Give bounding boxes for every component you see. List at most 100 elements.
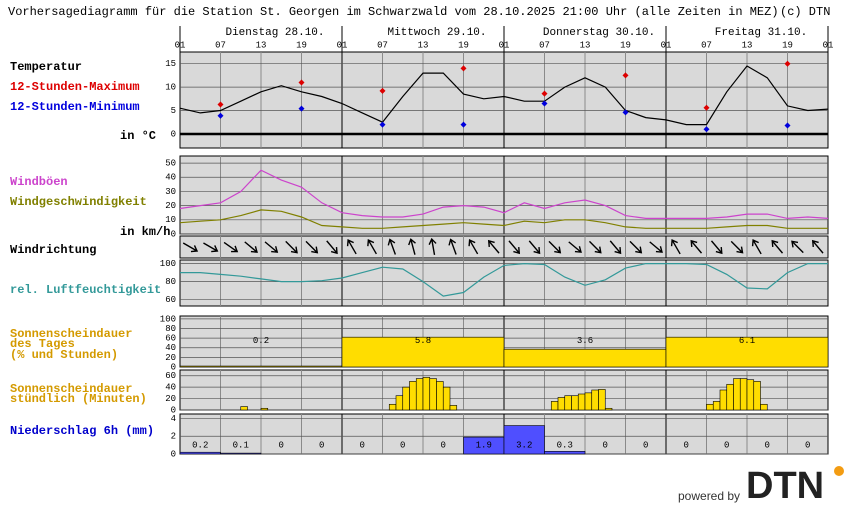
extreme-marker: [460, 121, 467, 128]
logo-dot: [834, 466, 844, 476]
bar-value-label: 0.2: [192, 440, 208, 450]
wind-arrow: [629, 240, 643, 254]
bar: [577, 393, 586, 411]
wind-arrow: [588, 240, 602, 254]
y-tick-label: 0: [171, 129, 176, 139]
y-tick-label: 0: [171, 229, 176, 239]
bar: [564, 395, 572, 411]
wind-arrow: [326, 240, 338, 255]
wind-arrow: [408, 238, 416, 255]
panel-label: Sonnenscheindauer: [10, 382, 132, 396]
extreme-marker: [703, 126, 710, 133]
extreme-marker: [379, 121, 386, 128]
wind-arrow: [730, 240, 744, 254]
hour-tick-label: 19: [782, 40, 793, 50]
wind-arrow: [244, 241, 258, 253]
bar-value-label: 0: [643, 440, 648, 450]
bar: [341, 336, 505, 368]
wind-arrow: [811, 239, 824, 254]
bar: [760, 403, 768, 411]
wind-arrow: [367, 239, 377, 255]
hour-tick-label: 19: [296, 40, 307, 50]
y-tick-label: 60: [165, 371, 176, 381]
bar: [260, 407, 269, 411]
y-tick-label: 10: [165, 215, 176, 225]
bar: [733, 378, 741, 411]
sunshine-hours-label: 5.8: [415, 336, 431, 346]
hour-tick-label: 13: [580, 40, 591, 50]
extreme-marker: [217, 112, 224, 119]
y-tick-label: 40: [165, 343, 176, 353]
extreme-marker: [703, 104, 710, 111]
panel-label: des Tages: [10, 337, 75, 351]
wind-arrow: [428, 237, 437, 256]
y-tick-label: 100: [160, 314, 176, 324]
sunshine-hours-label: 0.2: [253, 336, 269, 346]
series-line: [179, 169, 829, 220]
bar-value-label: 0: [684, 440, 689, 450]
wind-arrow: [649, 241, 663, 253]
wind-arrow: [223, 241, 239, 253]
wind-arrow: [710, 240, 723, 255]
y-tick-label: 4: [171, 414, 176, 424]
bar: [240, 406, 248, 411]
wind-arrow: [448, 238, 457, 255]
y-tick-label: 60: [165, 334, 176, 344]
y-tick-label: 15: [165, 59, 176, 69]
y-tick-label: 100: [160, 259, 176, 269]
bar-value-label: 0: [765, 440, 770, 450]
panel-label: 12-Stunden-Maximum: [10, 80, 140, 94]
bar: [706, 403, 714, 411]
wind-arrow: [387, 238, 397, 255]
hour-tick-label: 07: [215, 40, 226, 50]
extreme-marker: [217, 101, 224, 108]
powered-by: powered by: [678, 489, 740, 503]
bar: [544, 451, 586, 455]
bar: [503, 348, 667, 368]
bar: [442, 386, 451, 411]
panel-label: in °C: [120, 129, 156, 143]
bar: [415, 378, 424, 411]
bar: [604, 407, 613, 411]
y-tick-label: 30: [165, 187, 176, 197]
y-tick-label: 80: [165, 277, 176, 287]
y-tick-label: 0: [171, 362, 176, 372]
wind-arrow: [305, 240, 319, 254]
panel-label: 12-Stunden-Minimum: [10, 100, 140, 114]
wind-arrow: [528, 240, 541, 255]
bar: [409, 381, 417, 411]
panel-label: Temperatur: [10, 60, 82, 74]
bar-value-label: 0: [805, 440, 810, 450]
bar-value-label: 0: [724, 440, 729, 450]
day-label: Freitag 31.10.: [715, 27, 807, 39]
y-tick-label: 0: [171, 405, 176, 415]
bar-value-label: 0: [441, 440, 446, 450]
bar: [179, 451, 221, 455]
y-tick-label: 60: [165, 295, 176, 305]
bar: [665, 336, 829, 368]
bar-value-label: 0: [400, 440, 405, 450]
y-tick-label: 20: [165, 353, 176, 363]
wind-arrow: [468, 239, 479, 255]
y-tick-label: 10: [165, 82, 176, 92]
hour-tick-label: 13: [742, 40, 753, 50]
wind-arrow: [568, 241, 582, 253]
bar: [591, 389, 599, 411]
wind-arrow: [203, 242, 219, 253]
day-label: Mittwoch 29.10.: [387, 27, 486, 39]
y-tick-label: 40: [165, 383, 176, 393]
y-tick-label: 0: [171, 449, 176, 459]
day-label: Dienstag 28.10.: [225, 27, 324, 39]
wind-arrow: [182, 242, 199, 253]
panel-label: Windrichtung: [10, 243, 96, 257]
bar: [598, 389, 606, 411]
copyright: (c) DTN: [780, 5, 830, 19]
y-tick-label: 5: [171, 106, 176, 116]
wind-arrow: [609, 240, 622, 255]
bar: [422, 377, 431, 411]
bar: [449, 405, 458, 411]
hour-tick-label: 07: [701, 40, 712, 50]
hour-tick-label: 19: [458, 40, 469, 50]
panel-label: Niederschlag 6h (mm): [10, 424, 154, 438]
bar: [550, 401, 559, 411]
